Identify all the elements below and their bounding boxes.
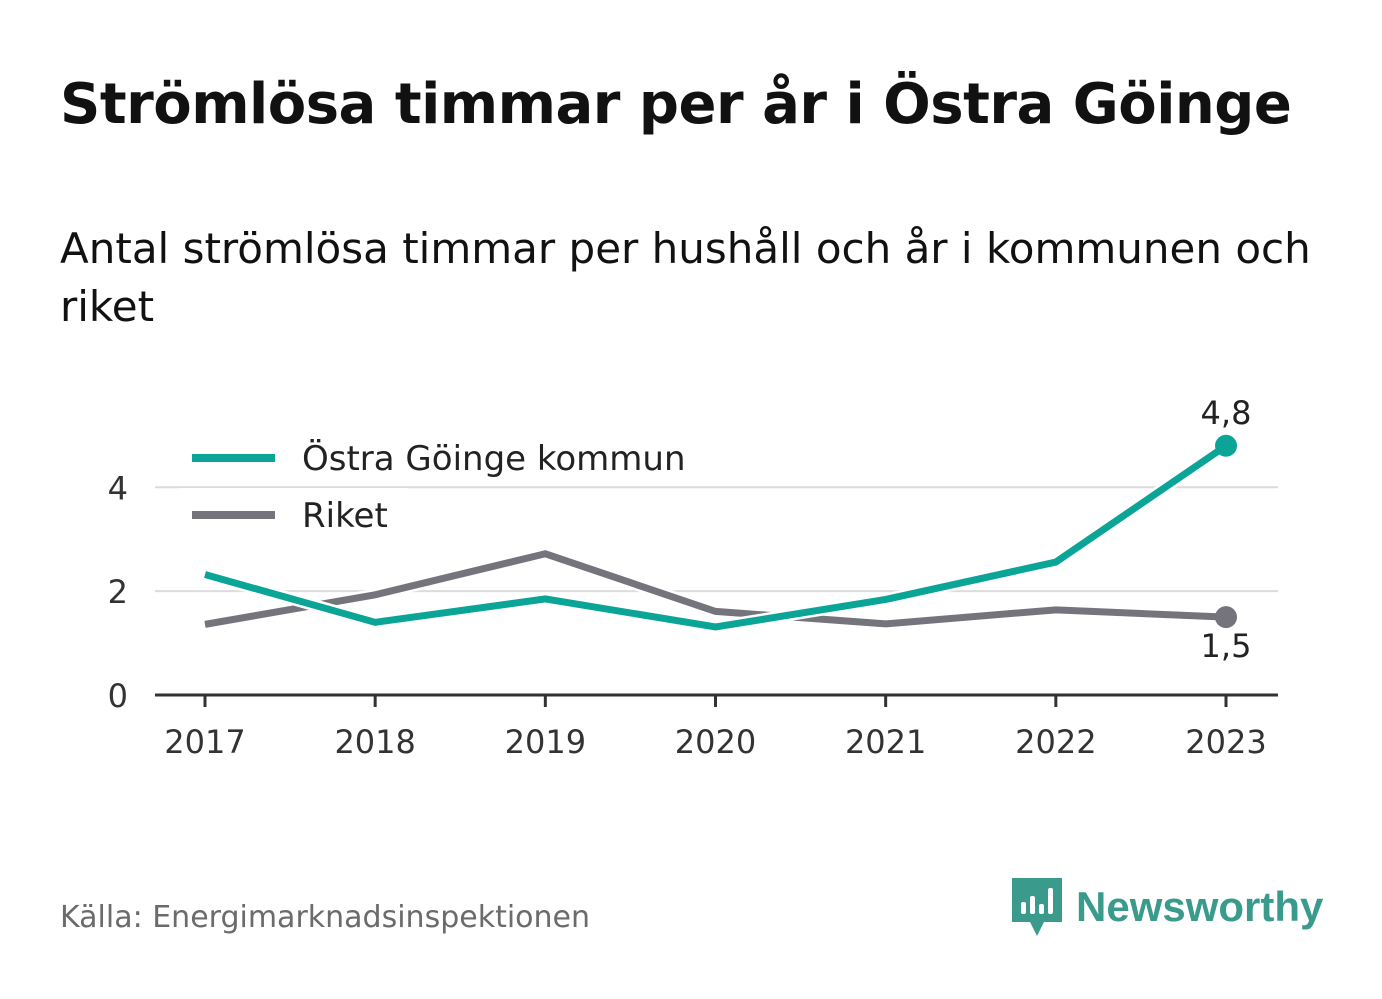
x-tick-label: 2017 xyxy=(164,723,245,761)
x-tick-label: 2023 xyxy=(1185,723,1266,761)
series-line xyxy=(204,442,1228,631)
y-tick-label: 0 xyxy=(108,677,128,715)
legend-label: Riket xyxy=(302,496,388,536)
legend-label: Östra Göinge kommun xyxy=(302,438,686,479)
series-end-point xyxy=(1215,434,1237,457)
chart-subtitle: Antal strömlösa timmar per hushåll och å… xyxy=(60,224,1311,331)
x-tick-label: 2021 xyxy=(845,723,926,761)
series-end-point xyxy=(1215,606,1237,629)
x-tick-label: 2022 xyxy=(1015,723,1096,761)
brand-logo: Newsworthy xyxy=(1012,878,1323,936)
end-value-label: 4,8 xyxy=(1201,394,1252,432)
x-tick-label: 2018 xyxy=(334,723,415,761)
series-line xyxy=(204,550,1227,628)
newsworthy-logo-icon xyxy=(1012,878,1062,936)
end-value-label: 1,5 xyxy=(1201,627,1252,665)
source-note: Källa: Energimarknadsinspektionen xyxy=(60,900,591,935)
y-tick-label: 2 xyxy=(108,573,128,611)
brand-name: Newsworthy xyxy=(1076,883,1324,930)
y-tick-label: 4 xyxy=(108,469,128,507)
chart-title: Strömlösa timmar per år i Östra Göinge xyxy=(60,72,1292,137)
x-tick-label: 2020 xyxy=(675,723,756,761)
x-tick-label: 2019 xyxy=(505,723,586,761)
